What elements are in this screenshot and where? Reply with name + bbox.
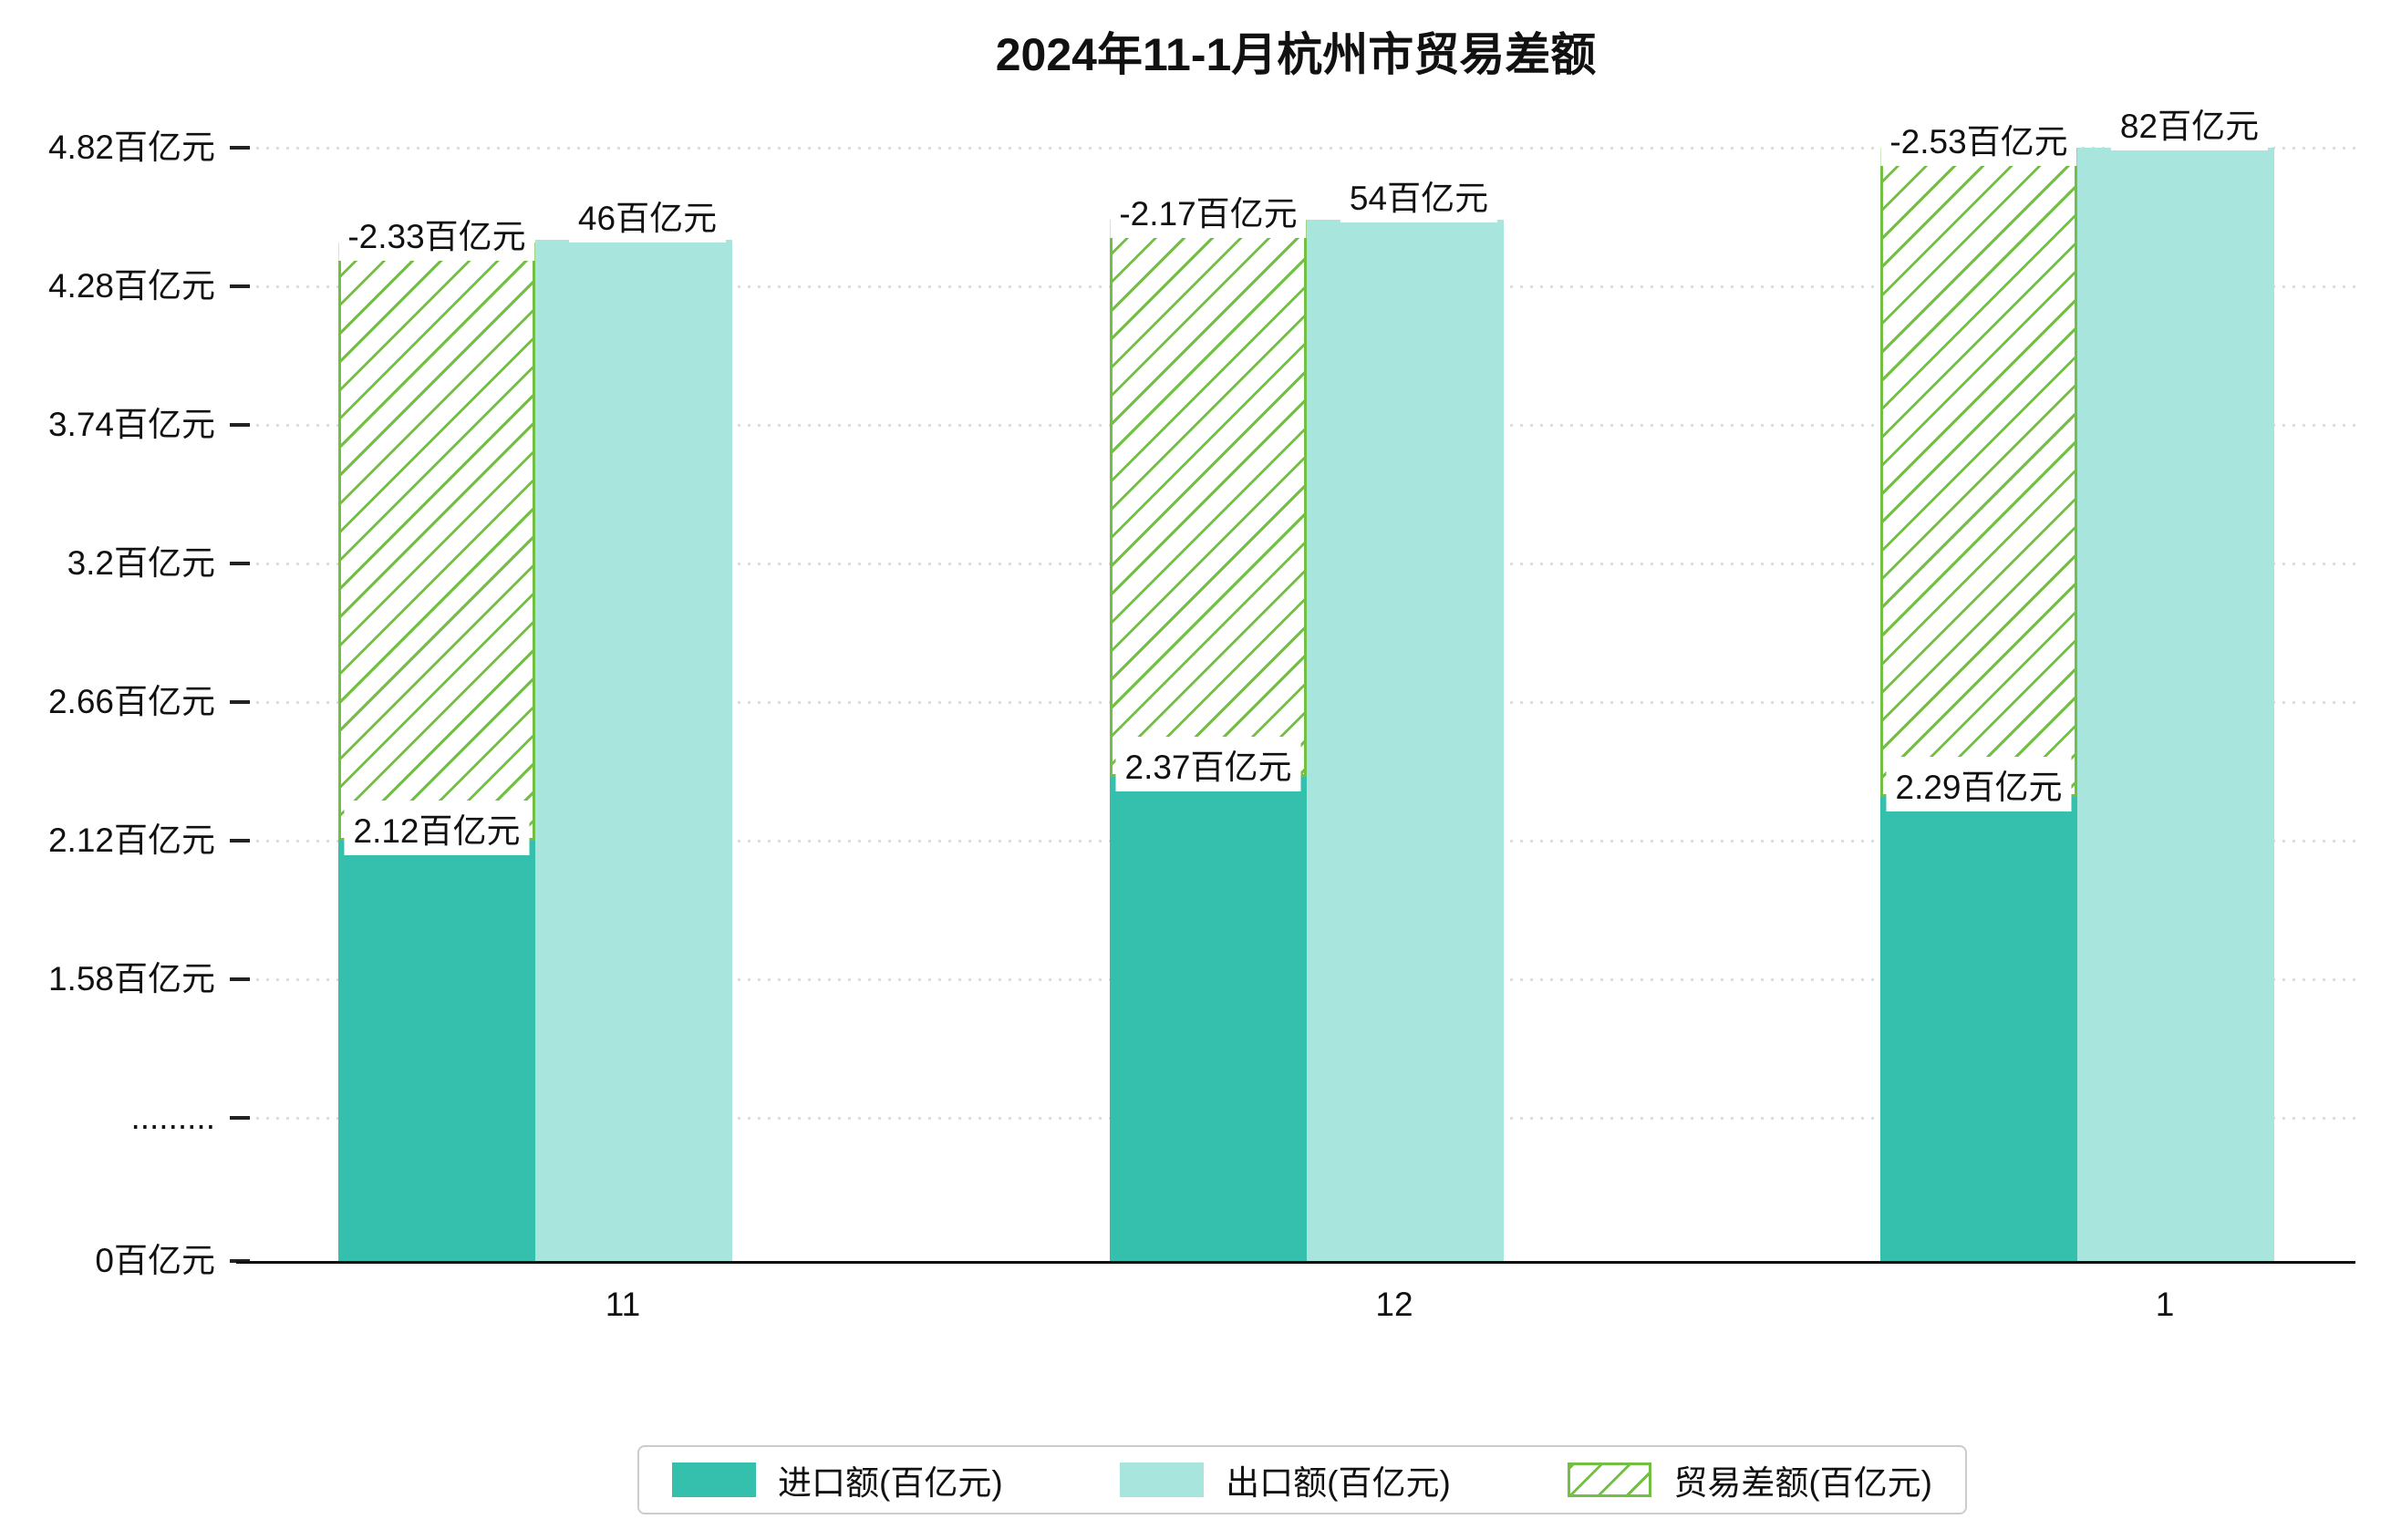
y-tick-label: 4.82百亿元: [47, 129, 215, 166]
y-tick-mark: [230, 700, 250, 704]
export-value-label: 46百亿元: [568, 188, 727, 243]
import-swatch-icon: [672, 1462, 756, 1497]
legend-item-balance: 贸易差额(百亿元): [1568, 1455, 1932, 1504]
import-value-label: 2.29百亿元: [1886, 757, 2072, 811]
import-value-label: 2.12百亿元: [344, 801, 530, 855]
bar-export: [2077, 148, 2274, 1261]
y-tick-mark: [230, 839, 250, 842]
bar-trade-balance-hatched: [1880, 148, 2077, 797]
x-tick-label: 1: [2155, 1286, 2175, 1323]
y-tick-label: 3.74百亿元: [47, 406, 215, 443]
y-tick-label: 1.58百亿元: [47, 960, 215, 997]
x-tick-label: 12: [1375, 1286, 1413, 1323]
export-value-label: 82百亿元: [2110, 96, 2269, 150]
bar-export: [535, 240, 732, 1261]
bar-import: [338, 841, 535, 1261]
y-tick-label: 2.66百亿元: [47, 683, 215, 720]
balance-value-label: -2.53百亿元: [1880, 111, 2077, 166]
y-tick-label: 2.12百亿元: [47, 822, 215, 859]
y-tick-mark: [230, 284, 250, 288]
bar-export: [1307, 220, 1504, 1261]
export-value-label: 54百亿元: [1340, 168, 1498, 222]
legend: 进口额(百亿元) 出口额(百亿元) 贸易差额(百亿元): [637, 1445, 1967, 1514]
y-tick-label: 0百亿元: [95, 1242, 215, 1279]
balance-value-label: -2.17百亿元: [1110, 183, 1307, 238]
y-tick-mark: [230, 423, 250, 427]
bar-trade-balance-hatched: [1110, 220, 1307, 777]
y-tick-mark: [230, 977, 250, 981]
y-tick-mark: [230, 1116, 250, 1120]
export-swatch-icon: [1120, 1462, 1205, 1497]
y-tick-label: 3.2百亿元: [67, 544, 215, 582]
y-tick-mark: [230, 146, 250, 150]
balance-value-label: -2.33百亿元: [338, 206, 535, 261]
legend-label-export: 出口额(百亿元): [1226, 1464, 1451, 1502]
y-tick-mark: [230, 562, 250, 565]
gridline: [236, 147, 2355, 150]
legend-item-export: 出口额(百亿元): [1120, 1455, 1451, 1504]
bar-import: [1880, 797, 2077, 1261]
y-tick-label: .........: [130, 1099, 215, 1136]
bar-trade-balance-hatched: [338, 243, 535, 841]
legend-item-import: 进口额(百亿元): [672, 1455, 1003, 1504]
legend-label-balance: 贸易差额(百亿元): [1673, 1464, 1932, 1502]
chart-title: 2024年11-1月杭州市贸易差额: [995, 29, 1597, 80]
import-value-label: 2.37百亿元: [1115, 737, 1301, 791]
x-axis-line: [236, 1261, 2355, 1264]
trade-balance-hatch-swatch-icon: [1568, 1462, 1652, 1497]
y-tick-label: 4.28百亿元: [47, 267, 215, 305]
x-tick-label: 11: [605, 1286, 641, 1323]
legend-label-import: 进口额(百亿元): [778, 1464, 1003, 1502]
bar-import: [1110, 777, 1307, 1261]
